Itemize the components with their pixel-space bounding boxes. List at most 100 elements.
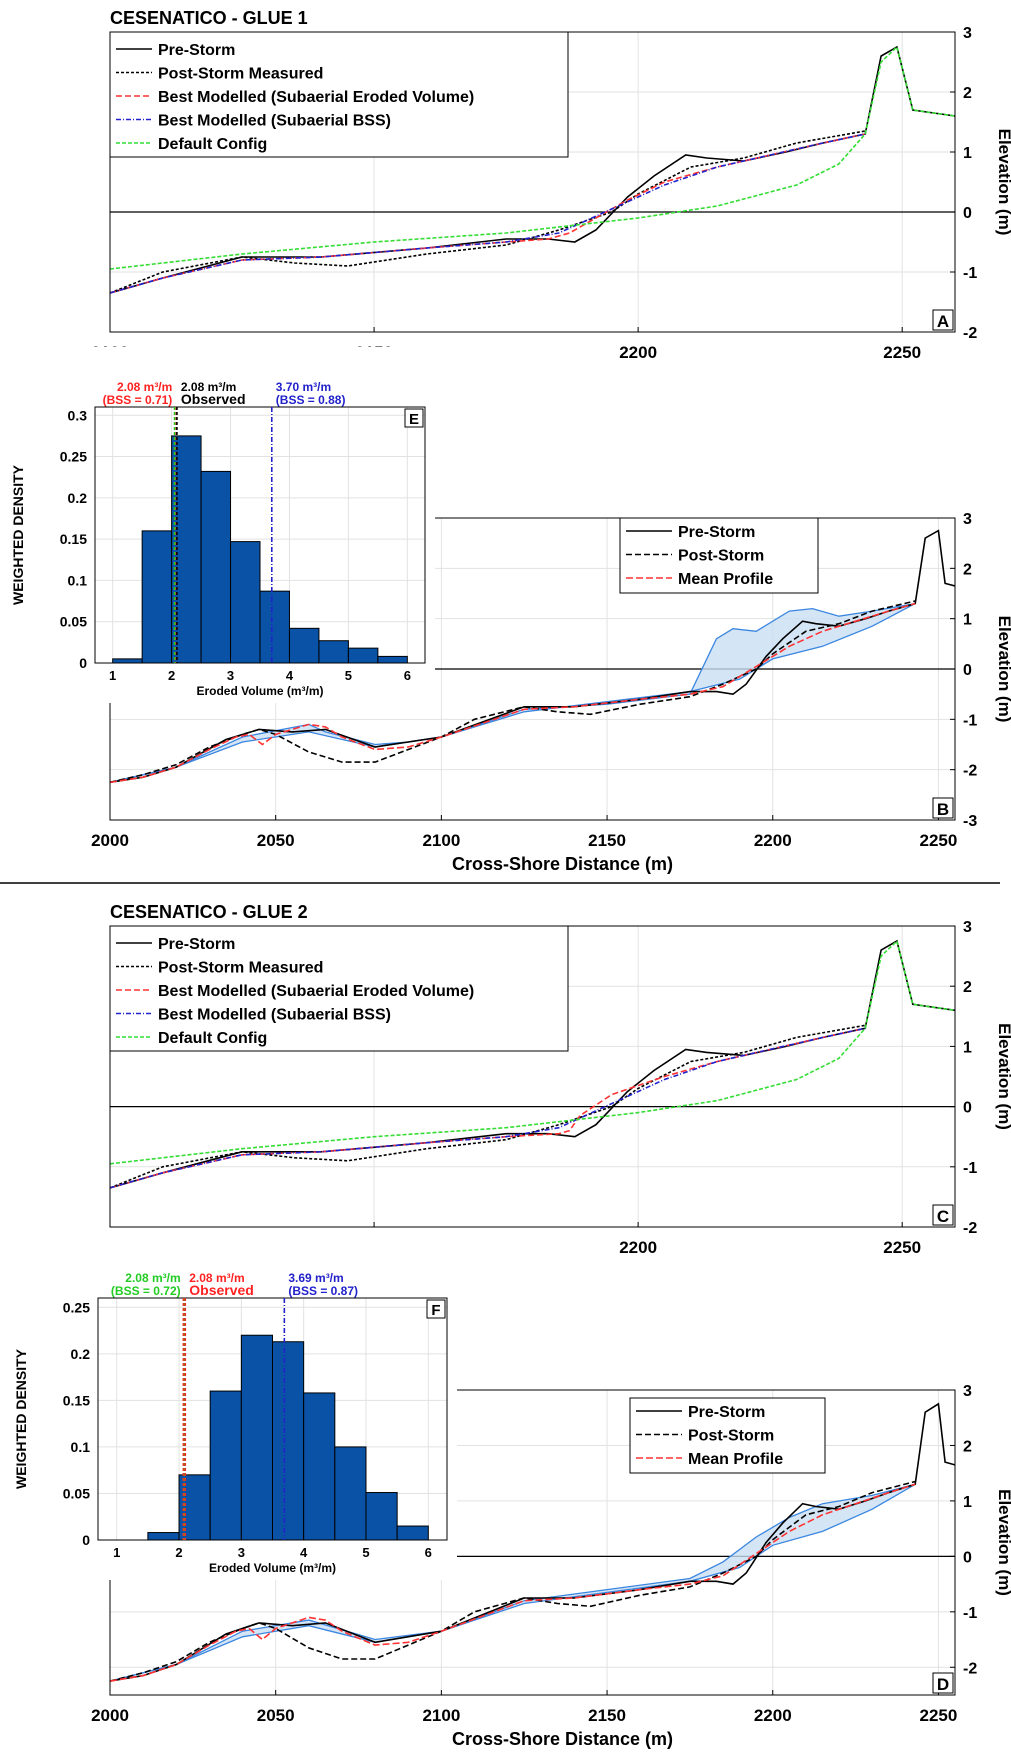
y-axis-label: Elevation (m) [995, 616, 1011, 723]
histogram-bar [141, 530, 173, 664]
y-tick-label: 0 [963, 1100, 972, 1117]
panel-letter: A [937, 312, 949, 331]
legend-label: Default Config [158, 1030, 267, 1047]
histogram-bar [272, 1341, 305, 1541]
x-axis-label: Eroded Volume (m³/m) [196, 684, 323, 698]
x-tick-label: 2250 [920, 1706, 958, 1725]
x-axis-label: Cross-Shore Distance (m) [452, 1729, 673, 1749]
x-tick-label: 2250 [920, 831, 958, 850]
x-tick-label: 6 [425, 1545, 432, 1560]
x-tick-label: 5 [345, 668, 352, 683]
reference-line-label: Observed [181, 391, 246, 407]
y-tick-label: 0.05 [63, 1485, 90, 1501]
x-tick-label: 2250 [883, 343, 921, 362]
y-tick-label: 1 [963, 145, 972, 162]
y-tick-label: 3 [963, 25, 972, 42]
y-tick-label: 0.15 [63, 1392, 90, 1408]
reference-line-label: (BSS = 0.72) [111, 1284, 181, 1298]
reference-line-label: 3.69 m³/m [288, 1271, 343, 1285]
histogram-bar [209, 1390, 242, 1541]
series-line [110, 1027, 866, 1189]
panel-F: 1 2 3 4 5 6 0 0.05 0.1 0.15 0.2 0.25 Eroded Volume (… [3, 1238, 457, 1580]
y-tick-label: 0 [82, 1532, 90, 1548]
panel-letter: C [937, 1207, 949, 1226]
y-axis-label: Elevation (m) [995, 129, 1011, 236]
histogram-bar [303, 1392, 336, 1541]
legend-label: Pre-Storm [158, 42, 235, 59]
panel-letter-box [932, 309, 954, 331]
confidence-band [110, 603, 916, 783]
x-tick-label: 2100 [422, 831, 460, 850]
y-tick-label: 0.1 [71, 1439, 91, 1455]
histogram-bar [200, 470, 232, 664]
y-axis-label: Elevation (m) [995, 1023, 1011, 1130]
histogram-bar [365, 1492, 398, 1541]
histogram-bar [334, 1446, 367, 1541]
y-tick-label: 0.25 [60, 449, 87, 465]
y-tick-label: 2 [963, 1438, 972, 1455]
y-tick-label: -1 [963, 1605, 977, 1622]
panel-letter-box [932, 1204, 954, 1226]
x-tick-label: 2050 [257, 1706, 295, 1725]
x-tick-label: 2100 [422, 1706, 460, 1725]
y-tick-label: 0 [79, 655, 87, 671]
y-tick-label: 2 [963, 979, 972, 996]
x-tick-label: 3 [227, 668, 234, 683]
x-tick-label: 3 [238, 1545, 245, 1560]
x-tick-label: 2200 [619, 343, 657, 362]
x-tick-label: 2000 [91, 1706, 129, 1725]
x-tick-label: 2250 [883, 1238, 921, 1257]
y-tick-label: 3 [963, 511, 972, 528]
panel-letter: D [937, 1675, 949, 1694]
series-line [110, 600, 916, 784]
panel-E: 1 2 3 4 5 6 0 0.05 0.1 0.15 0.2 0.25 0.3 Eroded Volum… [0, 347, 435, 703]
legend-label: Pre-Storm [688, 1404, 765, 1421]
x-tick-label: 5 [362, 1545, 369, 1560]
y-axis-label: WEIGHTED DENSITY [10, 464, 26, 605]
x-tick-label: 1 [113, 1545, 120, 1560]
y-tick-label: -2 [963, 1660, 977, 1677]
y-tick-label: 0.2 [68, 490, 88, 506]
x-tick-label: 2000 [91, 831, 129, 850]
panel-letter-box [404, 408, 424, 428]
legend-box [109, 31, 569, 158]
legend-label: Pre-Storm [678, 524, 755, 541]
y-tick-label: -1 [963, 1160, 977, 1177]
y-tick-label: -3 [963, 813, 977, 830]
y-tick-label: 1 [963, 1039, 972, 1056]
confidence-band [110, 1484, 916, 1682]
reference-line-label: 2.08 m³/m [181, 380, 236, 394]
x-tick-label: 4 [286, 668, 294, 683]
x-axis-label: Cross-Shore Distance (m) [452, 854, 673, 874]
panel-letter: B [937, 800, 949, 819]
plot-frame [97, 1297, 448, 1541]
y-tick-label: -2 [963, 1220, 977, 1237]
x-tick-label: 2150 [588, 1706, 626, 1725]
x-tick-label: 2200 [754, 831, 792, 850]
histogram-bar [288, 627, 320, 664]
histogram-bar [318, 640, 349, 664]
histogram-bar [240, 1334, 273, 1541]
histogram-bar [112, 658, 143, 664]
panel-letter: F [431, 1302, 440, 1319]
y-tick-label: 0 [963, 662, 972, 679]
panel-title: CESENATICO - GLUE 2 [110, 902, 308, 922]
x-tick-label: 2200 [754, 1706, 792, 1725]
y-tick-label: 0 [963, 205, 972, 222]
legend-label: Default Config [158, 136, 267, 153]
y-tick-label: -2 [963, 763, 977, 780]
y-tick-label: 1 [963, 1494, 972, 1511]
panel-title: CESENATICO - GLUE 1 [110, 8, 308, 28]
series-line [110, 939, 955, 1165]
y-tick-label: 0.05 [60, 614, 87, 630]
histogram-bar [147, 1532, 180, 1541]
legend-label: Best Modelled (Subaerial Eroded Volume) [158, 983, 474, 1000]
y-tick-label: 2 [963, 561, 972, 578]
y-tick-label: -1 [963, 712, 977, 729]
x-tick-label: 2200 [619, 1238, 657, 1257]
x-tick-label: 2150 [588, 831, 626, 850]
panel-letter: E [409, 411, 419, 428]
x-tick-label: 4 [300, 1545, 308, 1560]
histogram-bar [377, 655, 408, 664]
